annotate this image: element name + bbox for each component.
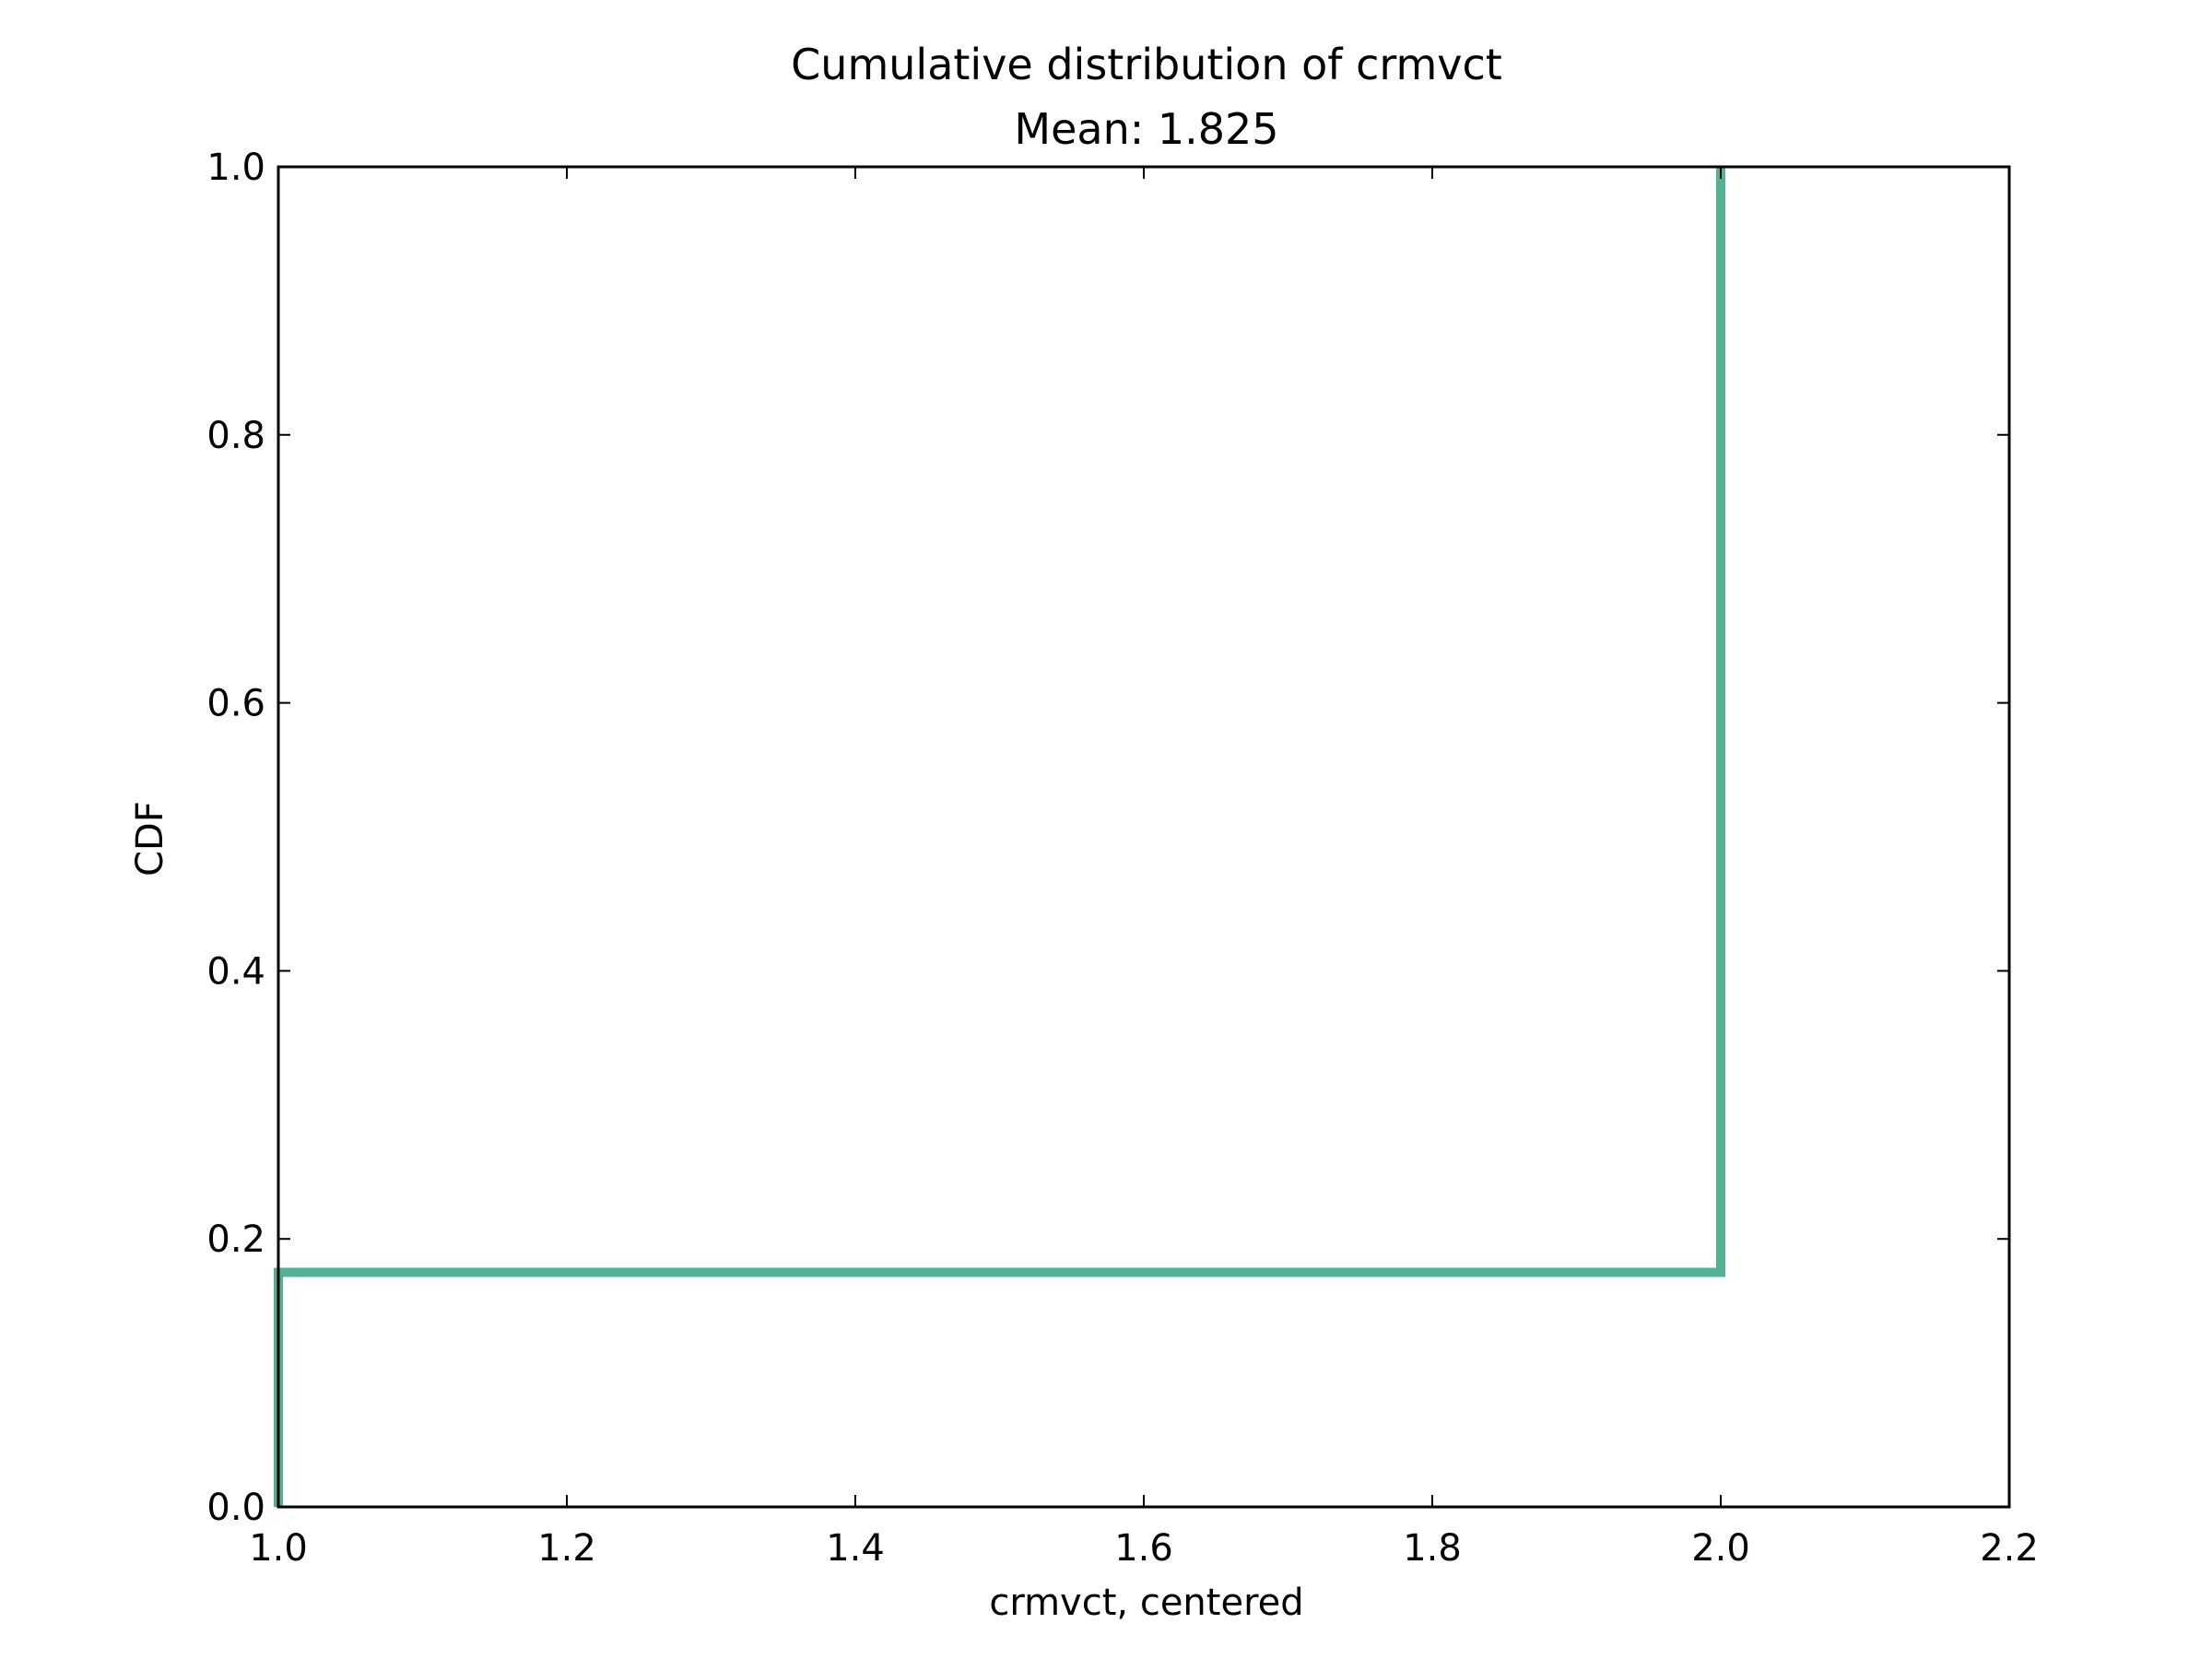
chart-subtitle: Mean: 1.825 bbox=[1014, 104, 1278, 154]
plot-area bbox=[274, 165, 2011, 1509]
plot-frame bbox=[276, 165, 2011, 1509]
x-tick-label: 1.8 bbox=[1403, 1527, 1462, 1570]
y-tick-label: 0.8 bbox=[206, 415, 265, 457]
x-axis-label: crmvct, centered bbox=[989, 1582, 1303, 1624]
y-tick-label: 1.0 bbox=[206, 147, 265, 189]
y-tick-label: 0.0 bbox=[206, 1487, 265, 1529]
x-tick-labels: 1.0 1.2 1.4 1.6 1.8 2.0 2.2 bbox=[249, 1527, 2039, 1570]
x-tick-label: 1.0 bbox=[249, 1527, 308, 1570]
x-tick-label: 2.2 bbox=[1980, 1527, 2039, 1570]
x-tick-label: 1.6 bbox=[1114, 1527, 1173, 1570]
x-tick-label: 2.0 bbox=[1691, 1527, 1750, 1570]
y-tick-labels: 0.0 0.2 0.4 0.6 0.8 1.0 bbox=[206, 147, 265, 1529]
x-tick-label: 1.2 bbox=[537, 1527, 596, 1570]
x-tick-label: 1.4 bbox=[826, 1527, 885, 1570]
y-axis-label: CDF bbox=[129, 801, 171, 877]
y-tick-label: 0.6 bbox=[206, 683, 265, 725]
chart-title: Cumulative distribution of crmvct bbox=[791, 40, 1502, 89]
y-tick-label: 0.4 bbox=[206, 950, 265, 993]
y-tick-label: 0.2 bbox=[206, 1218, 265, 1261]
